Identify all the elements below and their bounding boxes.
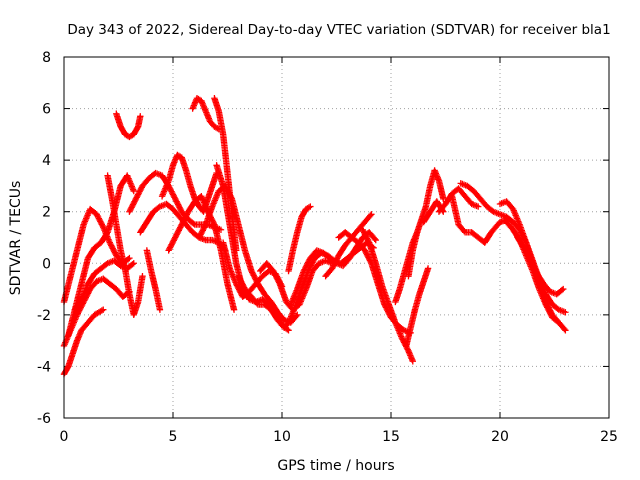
y-tick-label: 0	[42, 256, 51, 272]
y-tick-label: -4	[37, 359, 51, 375]
point-markers	[189, 95, 222, 133]
point-markers	[143, 247, 164, 313]
point-markers	[65, 172, 137, 339]
series-track-31	[448, 193, 512, 246]
point-markers	[60, 306, 107, 378]
x-axis-label: GPS time / hours	[277, 458, 394, 474]
point-markers	[405, 167, 447, 280]
point-markers	[195, 182, 301, 326]
series-track-6	[104, 172, 146, 319]
series-track-22	[285, 203, 314, 275]
x-tick-labels: 0 5 10 15 20 25	[60, 429, 618, 445]
series-track-35	[514, 234, 567, 298]
point-markers	[359, 226, 416, 365]
point-markers	[448, 193, 512, 246]
series-track-4	[65, 172, 137, 339]
y-tick-labels: -6 -4 -2 0 2 4 6 8	[37, 50, 51, 427]
y-tick-label: -2	[37, 308, 51, 324]
y-tick-label: 6	[42, 102, 51, 118]
point-markers	[514, 234, 567, 298]
point-markers	[403, 265, 432, 349]
point-markers	[285, 203, 314, 275]
series-track-7	[113, 110, 144, 141]
chart-title: Day 343 of 2022, Sidereal Day-to-day VTE…	[67, 22, 610, 38]
x-tick-label: 15	[382, 429, 400, 445]
series-track-18	[235, 272, 294, 331]
series-track-19	[257, 257, 336, 313]
point-markers	[257, 257, 336, 313]
series-track-13	[189, 95, 222, 133]
y-tick-label: 2	[42, 205, 51, 221]
point-markers	[113, 110, 144, 141]
series-track-11	[158, 151, 220, 215]
x-tick-label: 20	[491, 429, 509, 445]
x-tick-label: 25	[600, 429, 618, 445]
series-track-10	[143, 247, 164, 313]
plot-frame	[63, 56, 610, 419]
point-markers	[235, 272, 294, 331]
point-markers	[158, 151, 220, 215]
series-track-25	[359, 226, 416, 365]
y-tick-label: 4	[42, 153, 51, 169]
x-tick-label: 5	[169, 429, 178, 445]
y-tick-label: -6	[37, 411, 51, 427]
y-tick-label: 8	[42, 50, 51, 66]
series-track-28	[405, 167, 447, 280]
series-track-27	[403, 265, 432, 349]
series-track-2	[60, 306, 107, 378]
point-markers	[322, 211, 375, 280]
x-tick-label: 10	[273, 429, 291, 445]
x-tick-label: 0	[60, 429, 69, 445]
point-markers	[104, 172, 146, 319]
series-track-15	[195, 182, 301, 326]
y-axis-label: SDTVAR / TECUs	[8, 181, 24, 296]
data-points	[60, 95, 569, 378]
series-track-23	[322, 211, 375, 280]
